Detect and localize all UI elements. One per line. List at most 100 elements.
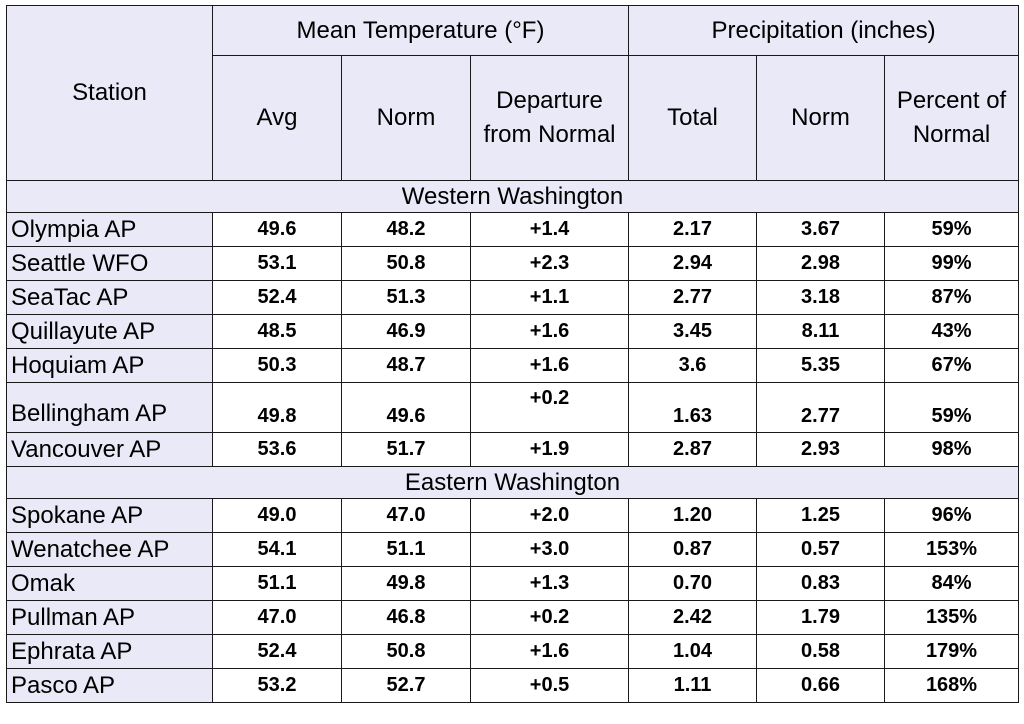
precip-total-value: 2.77 bbox=[628, 280, 758, 315]
departure-value: +2.3 bbox=[469, 246, 630, 281]
percent-of-normal-value: 179% bbox=[884, 634, 1020, 669]
departure-value: +2.0 bbox=[469, 498, 630, 533]
climate-summary-table-wrapper: Station Mean Temperature (°F) Precipitat… bbox=[5, 5, 1020, 703]
precip-total-value: 2.17 bbox=[628, 212, 758, 247]
avg-value: 49.6 bbox=[212, 212, 342, 247]
departure-value: +3.0 bbox=[469, 532, 630, 567]
station-name: Quillayute AP bbox=[6, 314, 213, 349]
table-row: Wenatchee AP 54.1 51.1 +3.0 0.87 0.57 153% bbox=[6, 532, 1020, 567]
temp-norm-value: 47.0 bbox=[341, 498, 471, 533]
section-title: Western Washington bbox=[5, 180, 1020, 213]
table-row: Quillayute AP 48.5 46.9 +1.6 3.45 8.11 43% bbox=[6, 314, 1020, 349]
temp-norm-value: 51.7 bbox=[341, 432, 471, 467]
departure-value: +1.9 bbox=[469, 432, 630, 467]
precip-total-value: 0.70 bbox=[628, 566, 758, 601]
precip-total-value: 2.42 bbox=[628, 600, 758, 635]
precip-total-value: 2.87 bbox=[628, 432, 758, 467]
station-name: SeaTac AP bbox=[6, 280, 213, 315]
avg-value: 53.2 bbox=[212, 668, 342, 703]
precipitation-group-header: Precipitation (inches) bbox=[628, 5, 1020, 56]
avg-value: 50.3 bbox=[212, 348, 342, 383]
percent-of-normal-value: 96% bbox=[884, 498, 1020, 533]
precip-norm-value: 3.67 bbox=[756, 212, 886, 247]
temp-norm-value: 48.7 bbox=[341, 348, 471, 383]
station-name: Olympia AP bbox=[6, 212, 213, 247]
percent-of-normal-value: 135% bbox=[884, 600, 1020, 635]
precip-norm-value: 5.35 bbox=[756, 348, 886, 383]
station-name: Bellingham AP bbox=[6, 382, 213, 433]
precip-total-value: 1.63 bbox=[628, 382, 758, 433]
table-row: Seattle WFO 53.1 50.8 +2.3 2.94 2.98 99% bbox=[6, 246, 1020, 281]
precip-norm-value: 8.11 bbox=[756, 314, 886, 349]
table-row: Pasco AP 53.2 52.7 +0.5 1.11 0.66 168% bbox=[6, 668, 1020, 703]
precip-total-value: 2.94 bbox=[628, 246, 758, 281]
departure-value: +1.3 bbox=[469, 566, 630, 601]
temp-norm-value: 49.8 bbox=[341, 566, 471, 601]
percent-of-normal-value: 84% bbox=[884, 566, 1020, 601]
avg-value: 52.4 bbox=[212, 634, 342, 669]
table-row: Omak 51.1 49.8 +1.3 0.70 0.83 84% bbox=[6, 566, 1020, 601]
departure-value: +1.6 bbox=[469, 348, 630, 383]
station-name: Spokane AP bbox=[6, 498, 213, 533]
percent-of-normal-value: 59% bbox=[884, 212, 1020, 247]
precip-norm-value: 1.79 bbox=[756, 600, 886, 635]
avg-value: 49.8 bbox=[212, 382, 342, 433]
precip-total-value: 1.20 bbox=[628, 498, 758, 533]
precip-norm-value: 1.25 bbox=[756, 498, 886, 533]
station-name: Wenatchee AP bbox=[6, 532, 213, 567]
table-row: SeaTac AP 52.4 51.3 +1.1 2.77 3.18 87% bbox=[6, 280, 1020, 315]
precip-norm-value: 0.58 bbox=[756, 634, 886, 669]
avg-value: 52.4 bbox=[212, 280, 342, 315]
temp-norm-column-header: Norm bbox=[341, 55, 471, 181]
percent-of-normal-value: 67% bbox=[884, 348, 1020, 383]
temp-norm-value: 49.6 bbox=[341, 382, 471, 433]
percent-column-header-label: Percent of Normal bbox=[896, 87, 1007, 148]
avg-value: 53.6 bbox=[212, 432, 342, 467]
avg-column-header: Avg bbox=[212, 55, 342, 181]
total-column-header: Total bbox=[628, 55, 758, 181]
precip-total-value: 1.04 bbox=[628, 634, 758, 669]
section-header-row: Western Washington bbox=[5, 180, 1020, 213]
temp-norm-value: 46.8 bbox=[341, 600, 471, 635]
departure-value: +0.5 bbox=[469, 668, 630, 703]
temp-norm-value: 48.2 bbox=[341, 212, 471, 247]
temp-norm-value: 52.7 bbox=[341, 668, 471, 703]
percent-of-normal-value: 98% bbox=[884, 432, 1020, 467]
avg-value: 54.1 bbox=[212, 532, 342, 567]
avg-value: 47.0 bbox=[212, 600, 342, 635]
percent-column-header: Percent of Normal bbox=[884, 55, 1020, 181]
departure-value: +1.6 bbox=[469, 634, 630, 669]
avg-value: 49.0 bbox=[212, 498, 342, 533]
departure-value: +1.6 bbox=[469, 314, 630, 349]
temp-norm-value: 51.1 bbox=[341, 532, 471, 567]
precip-norm-value: 3.18 bbox=[756, 280, 886, 315]
precip-total-value: 0.87 bbox=[628, 532, 758, 567]
table-row: Bellingham AP 49.8 49.6 +0.2 1.63 2.77 59% bbox=[6, 382, 1020, 433]
table-row: Hoquiam AP 50.3 48.7 +1.6 3.6 5.35 67% bbox=[6, 348, 1020, 383]
departure-column-header: Departure from Normal bbox=[469, 55, 630, 181]
avg-value: 48.5 bbox=[212, 314, 342, 349]
percent-of-normal-value: 59% bbox=[884, 382, 1020, 433]
precip-total-value: 3.6 bbox=[628, 348, 758, 383]
departure-value: +0.2 bbox=[469, 600, 630, 635]
station-name: Pullman AP bbox=[6, 600, 213, 635]
temp-norm-value: 50.8 bbox=[341, 634, 471, 669]
table-row: Pullman AP 47.0 46.8 +0.2 2.42 1.79 135% bbox=[6, 600, 1020, 635]
precip-norm-value: 2.98 bbox=[756, 246, 886, 281]
precip-norm-column-header: Norm bbox=[756, 55, 886, 181]
avg-value: 51.1 bbox=[212, 566, 342, 601]
percent-of-normal-value: 99% bbox=[884, 246, 1020, 281]
precip-norm-value: 0.57 bbox=[756, 532, 886, 567]
percent-of-normal-value: 153% bbox=[884, 532, 1020, 567]
station-name: Omak bbox=[6, 566, 213, 601]
temp-norm-value: 46.9 bbox=[341, 314, 471, 349]
precip-norm-value: 2.77 bbox=[756, 382, 886, 433]
avg-value: 53.1 bbox=[212, 246, 342, 281]
table-body: Western Washington Olympia AP 49.6 48.2 +1.4… bbox=[5, 180, 1020, 703]
table-row: Ephrata AP 52.4 50.8 +1.6 1.04 0.58 179% bbox=[6, 634, 1020, 669]
precip-norm-value: 2.93 bbox=[756, 432, 886, 467]
departure-value: +1.4 bbox=[469, 212, 630, 247]
departure-value: +1.1 bbox=[469, 280, 630, 315]
table-row: Vancouver AP 53.6 51.7 +1.9 2.87 2.93 98% bbox=[6, 432, 1020, 467]
section-header-row: Eastern Washington bbox=[5, 466, 1020, 499]
